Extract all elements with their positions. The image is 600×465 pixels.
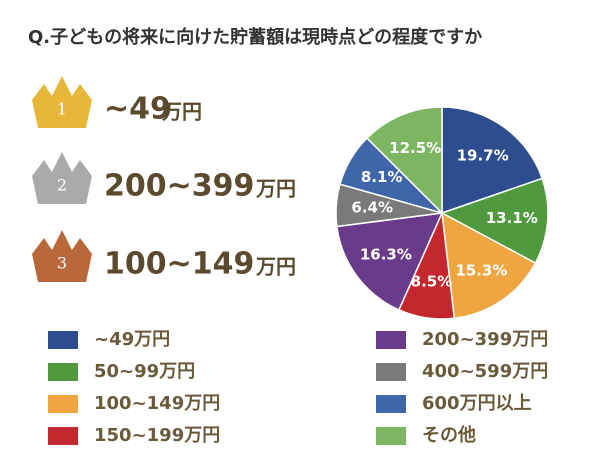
rank-number: 3: [57, 254, 67, 273]
legend-swatch: [376, 363, 406, 381]
crown: [32, 152, 92, 204]
legend-swatch: [376, 331, 406, 349]
legend-label: 200~399万円: [422, 329, 548, 350]
rank-unit: 万円: [161, 100, 202, 124]
rank-number: 1: [57, 100, 67, 119]
legend-swatch: [376, 427, 406, 445]
crown: [32, 230, 92, 282]
value-label: 6.4%: [351, 198, 393, 216]
legend-label: その他: [422, 424, 476, 446]
value-label: 19.7%: [457, 147, 509, 165]
legend-label: 50~99万円: [94, 361, 195, 382]
rank-number: 2: [57, 176, 67, 195]
value-label: 15.3%: [455, 261, 507, 279]
legend-swatch: [48, 427, 78, 445]
legend-label: ~49万円: [94, 329, 170, 350]
pie-slice: [365, 106, 443, 215]
crown: [32, 76, 92, 128]
legend-swatch: [376, 395, 406, 413]
value-label: 12.5%: [389, 139, 441, 157]
rank-amount: ~49: [104, 92, 171, 127]
legend-swatch: [48, 363, 78, 381]
legend-label: 600万円以上: [422, 393, 532, 414]
title: Q.子どもの将来に向けた貯蓄額は現時点どの程度ですか: [28, 26, 482, 48]
legend-swatch: [48, 331, 78, 349]
rank-amount: 100~149: [104, 247, 254, 282]
pie-slice: [440, 177, 549, 265]
pie-slice: [441, 211, 537, 320]
pie-slice: [336, 212, 444, 311]
value-label: 16.3%: [360, 245, 412, 263]
rank-amount: 200~399: [104, 169, 254, 204]
legend-label: 400~599万円: [422, 361, 548, 382]
rank-unit: 万円: [255, 255, 296, 279]
legend-swatch: [48, 395, 78, 413]
value-label: 13.1%: [486, 209, 538, 227]
rank-unit: 万円: [255, 177, 296, 201]
legend-label: 150~199万円: [94, 425, 220, 446]
legend-label: 100~149万円: [94, 393, 220, 414]
value-label: 8.1%: [361, 168, 403, 186]
value-label: 8.5%: [411, 273, 453, 291]
